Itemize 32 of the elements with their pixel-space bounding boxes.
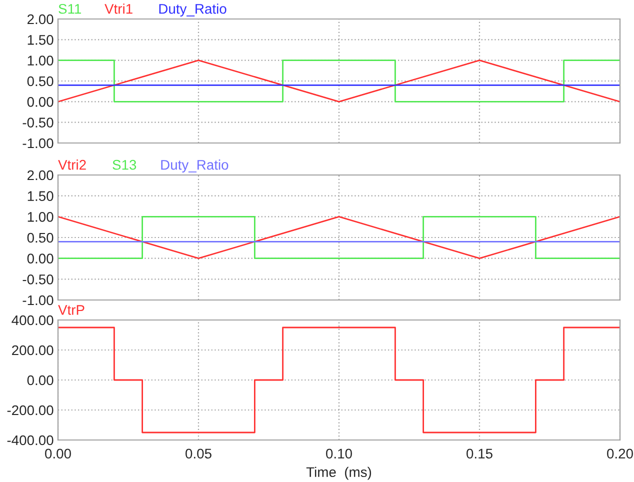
series-label: VtrP: [58, 305, 84, 315]
y-tick-label: -0.50: [22, 274, 54, 284]
text: Vtri2: [58, 160, 86, 170]
x-tick-label: 0.15: [466, 448, 492, 459]
y-tick-label: 1.50: [28, 191, 54, 202]
y-tick-label: 1.50: [28, 35, 54, 45]
x-axis-title: Time (ms): [306, 466, 372, 480]
text: S13: [112, 160, 136, 170]
y-tick-label: -400.00: [7, 435, 54, 446]
y-tick-label: -1.00: [22, 138, 54, 148]
y-tick-label: 2.00: [28, 170, 54, 180]
text: S11: [58, 4, 82, 14]
x-tick-label: 0.10: [326, 448, 352, 459]
text: Duty_Ratio: [161, 160, 228, 172]
x-tick-label: 0.20: [607, 448, 633, 459]
y-tick-label: -0.50: [22, 118, 54, 128]
y-tick-label: 1.00: [28, 212, 54, 222]
x-tick-label: 0.05: [186, 448, 212, 459]
y-tick-label: 0.00: [27, 97, 54, 107]
y-tick-label: 200.00: [12, 345, 54, 356]
text: Duty_Ratio: [159, 4, 226, 17]
y-tick-label: 0.00: [27, 375, 54, 386]
y-tick-label: 1.00: [28, 56, 54, 66]
y-tick-label: 2.00: [28, 14, 54, 24]
y-tick-label: 0.50: [27, 76, 54, 86]
y-tick-label: -200.00: [7, 405, 54, 416]
text: Vtri1: [104, 4, 132, 14]
x-tick-label: 0.00: [45, 448, 71, 459]
y-tick-label: 0.00: [27, 254, 54, 264]
y-tick-label: 400.00: [12, 315, 54, 326]
y-tick-label: -1.00: [22, 295, 54, 306]
y-tick-label: 0.50: [27, 232, 54, 243]
